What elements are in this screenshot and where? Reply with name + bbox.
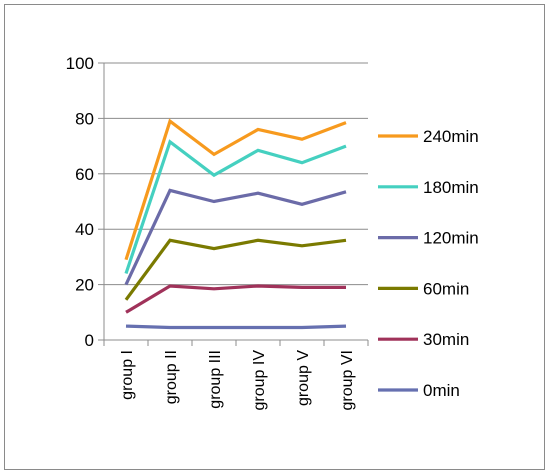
series-line — [126, 121, 346, 260]
x-tick-label: group III — [207, 350, 224, 409]
x-tick-label: group VI — [339, 350, 356, 410]
series-line — [126, 286, 346, 312]
x-tick-label: group V — [295, 350, 312, 406]
legend-label: 0min — [423, 381, 460, 400]
legend-label: 30min — [423, 330, 469, 349]
y-tick-label: 100 — [66, 54, 94, 73]
legend-label: 120min — [423, 229, 479, 248]
legend-label: 60min — [423, 279, 469, 298]
legend-label: 180min — [423, 178, 479, 197]
series-line — [126, 190, 346, 284]
series-line — [126, 326, 346, 327]
x-tick-label: group II — [163, 350, 180, 404]
x-tick-label: group I — [119, 350, 136, 400]
x-tick-label: group IV — [251, 350, 268, 411]
legend-label: 240min — [423, 127, 479, 146]
y-tick-label: 40 — [75, 220, 94, 239]
y-tick-label: 20 — [75, 276, 94, 295]
y-tick-label: 80 — [75, 109, 94, 128]
y-tick-label: 60 — [75, 165, 94, 184]
y-tick-label: 0 — [85, 331, 94, 350]
